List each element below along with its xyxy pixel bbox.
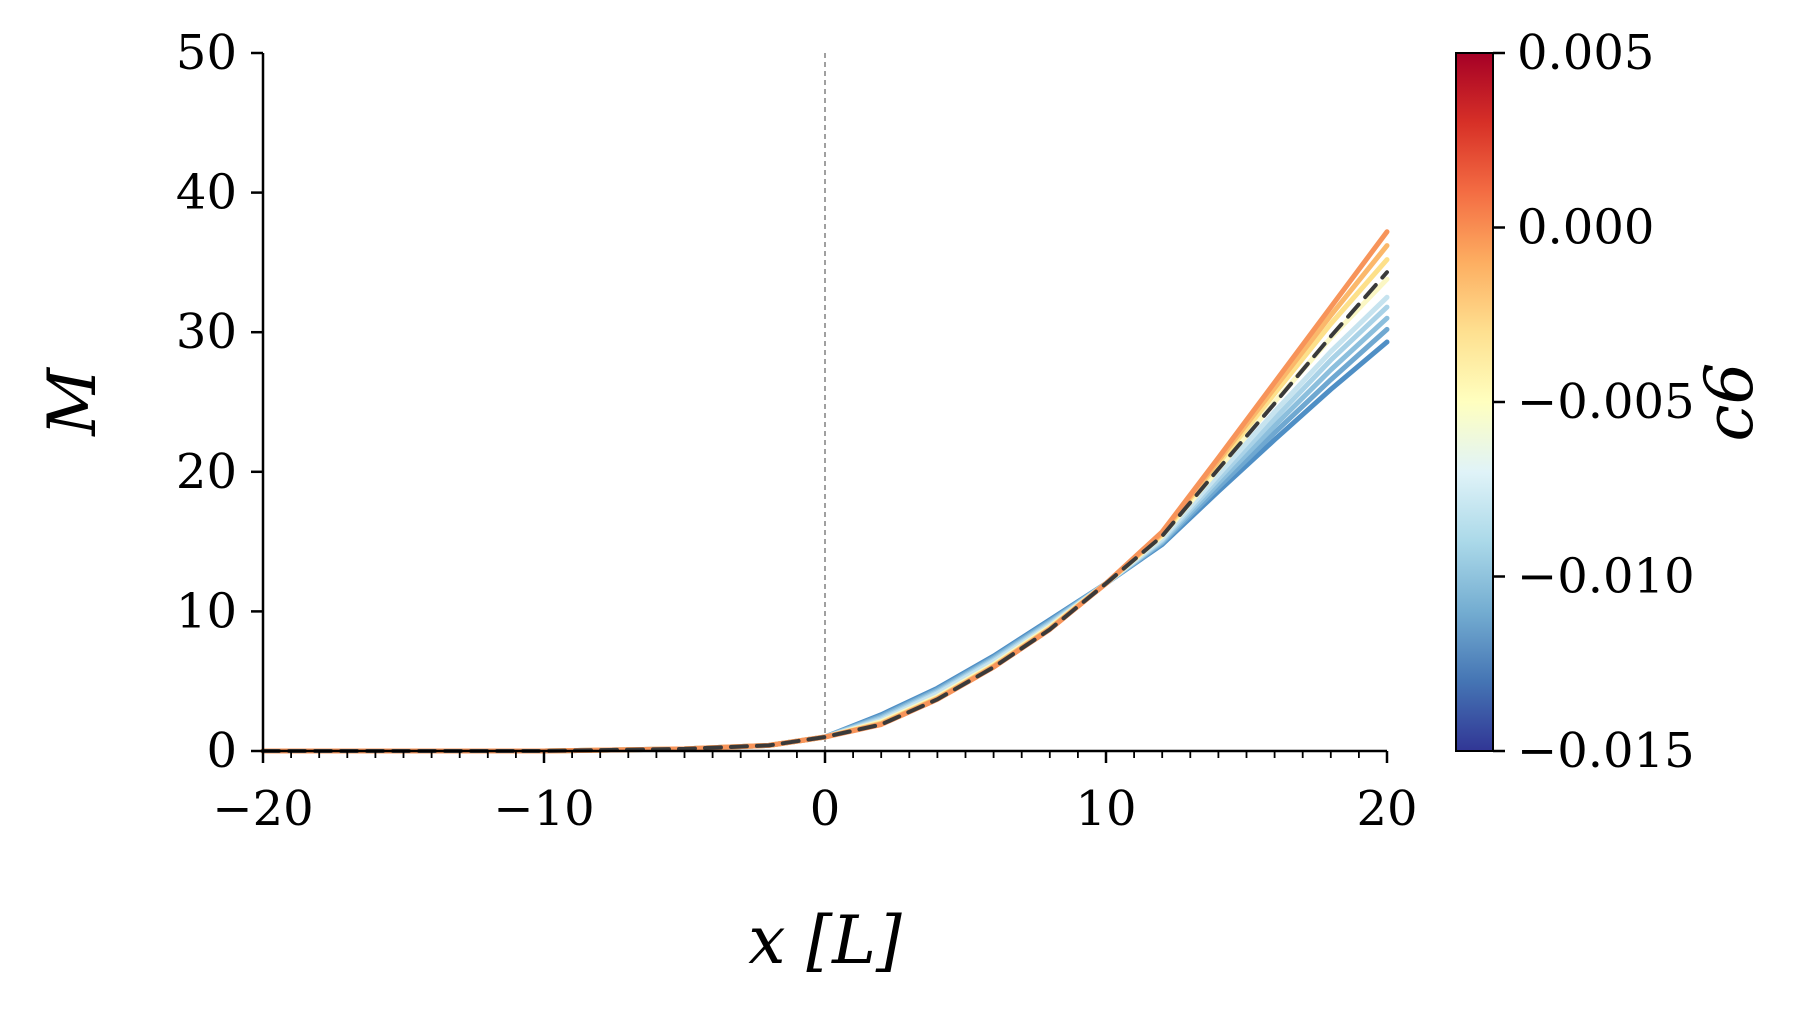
y-axis-label: M xyxy=(34,367,111,437)
x-axis-ticks: −20 −10 0 10 20 xyxy=(212,751,1418,837)
colorbar-tick-label: −0.005 xyxy=(1517,374,1695,430)
y-tick-label: 30 xyxy=(176,304,237,360)
x-tick-label: −20 xyxy=(212,781,313,837)
series-line-reference xyxy=(261,270,1389,753)
y-tick-label: 50 xyxy=(176,25,237,81)
y-tick-label: 20 xyxy=(176,444,237,500)
x-tick-label: −10 xyxy=(493,781,594,837)
y-tick-label: 10 xyxy=(176,583,237,639)
plot-area: −20 −10 0 10 20 0 10 20 30 40 50 xyxy=(176,25,1418,837)
x-axis-label: x [L] xyxy=(748,902,902,979)
x-tick-label: 20 xyxy=(1356,781,1417,837)
y-tick-label: 40 xyxy=(176,165,237,221)
x-tick-label: 10 xyxy=(1075,781,1136,837)
y-tick-label: 0 xyxy=(206,723,237,779)
colorbar-tick-label: 0.000 xyxy=(1517,200,1654,256)
colorbar-tick-label: 0.005 xyxy=(1517,25,1654,81)
y-axis-ticks: 0 10 20 30 40 50 xyxy=(176,25,263,779)
colorbar-tick-label: −0.015 xyxy=(1517,723,1695,779)
colorbar: −0.015 −0.010 −0.005 0.000 0.005 c6 xyxy=(1455,25,1768,779)
colorbar-gradient xyxy=(1455,52,1494,752)
series-line-0 xyxy=(260,339,1390,754)
series-group xyxy=(260,229,1390,754)
colorbar-ticks: −0.015 −0.010 −0.005 0.000 0.005 xyxy=(1493,25,1695,779)
x-tick-label: 0 xyxy=(810,781,841,837)
colorbar-tick-label: −0.010 xyxy=(1517,549,1695,605)
colorbar-label: c6 xyxy=(1691,363,1768,442)
